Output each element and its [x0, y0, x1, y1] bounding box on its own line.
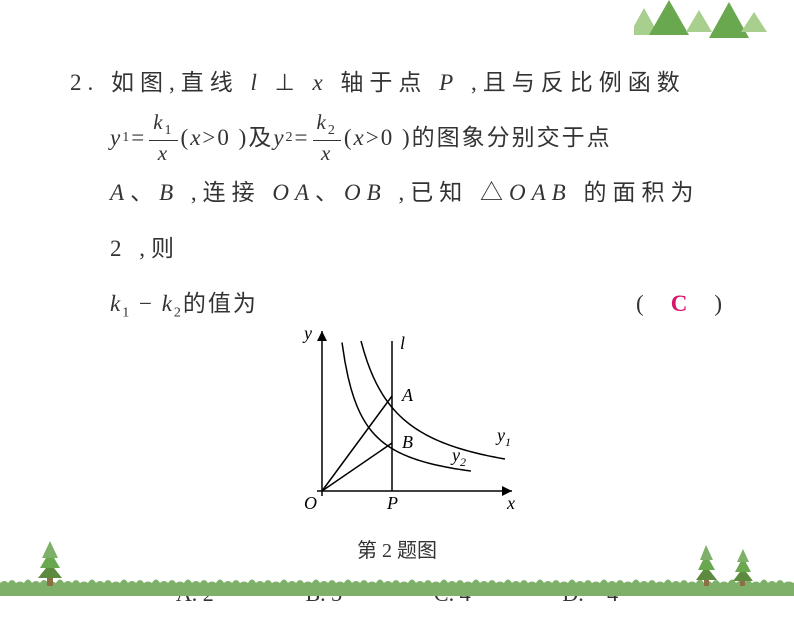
problem-content: 2. 如图,直线 l ⊥ x 轴于点 P ,且与反比例函数 y1 = k1 x …: [0, 0, 794, 627]
svg-text:A: A: [401, 385, 414, 405]
fraction-k1-x: k1 x: [149, 112, 177, 164]
svg-text:y2: y2: [450, 445, 466, 469]
svg-text:P: P: [386, 493, 398, 513]
line2: y1 = k1 x ( x >0 ) 及 y2 = k2 x ( x >0 ) …: [70, 110, 724, 165]
triangle-decoration-icon: [634, 0, 774, 50]
line4: k1 − k2的值为 ( C ): [70, 276, 724, 331]
line1: 2. 如图,直线 l ⊥ x 轴于点 P ,且与反比例函数: [70, 55, 724, 110]
grass-decoration-icon: [0, 571, 794, 596]
figure-caption: 第 2 题图: [70, 534, 724, 563]
problem-number: 2.: [70, 70, 99, 95]
line3: A、B ,连接 OA、OB ,已知 △OAB 的面积为 2 ,则: [70, 165, 724, 275]
graph-svg: ylABy1y2OPx: [262, 321, 532, 521]
svg-text:y1: y1: [495, 425, 511, 449]
fraction-k2-x: k2 x: [313, 112, 341, 164]
problem-text: 2. 如图,直线 l ⊥ x 轴于点 P ,且与反比例函数 y1 = k1 x …: [70, 55, 724, 331]
tree-right1-icon: [689, 538, 724, 588]
svg-text:O: O: [304, 493, 317, 513]
tree-left-icon: [30, 533, 70, 588]
figure: ylABy1y2OPx 第 2 题图: [70, 321, 724, 563]
answer-parentheses: ( C ): [636, 276, 724, 331]
svg-text:B: B: [402, 432, 413, 452]
tree-right2-icon: [727, 543, 759, 588]
svg-text:x: x: [506, 493, 515, 513]
svg-text:l: l: [400, 333, 405, 353]
answer-letter: C: [671, 291, 690, 316]
